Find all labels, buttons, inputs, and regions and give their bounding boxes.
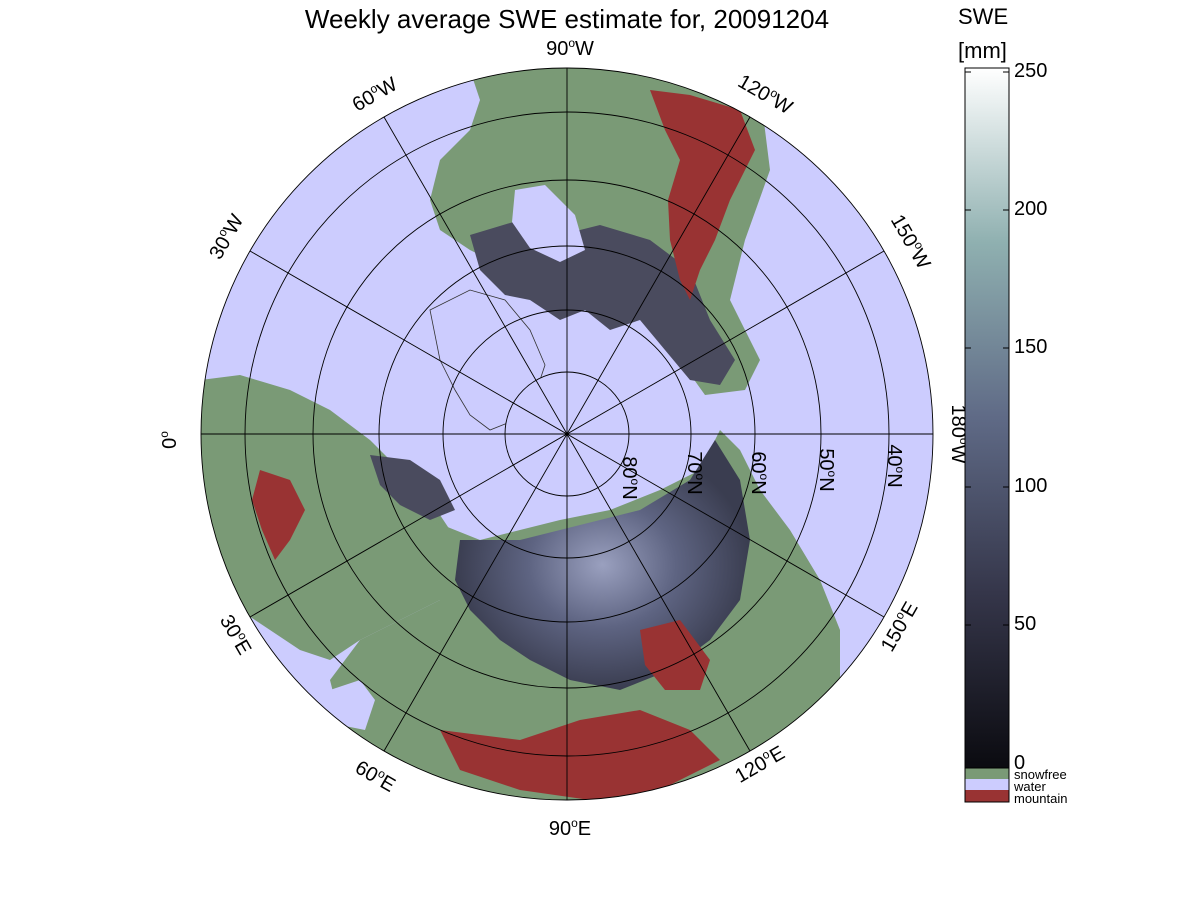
lon-label-30w: 30oW — [204, 210, 249, 264]
scandinavia-snow — [370, 455, 455, 520]
colorbar-tick-100: 100 — [1014, 475, 1048, 497]
colorbar-tick-150: 150 — [1014, 336, 1048, 358]
alps-mountains — [252, 470, 305, 560]
lat-label-50n: 50oN — [815, 448, 839, 491]
colorbar-tick-50: 50 — [1014, 613, 1037, 635]
lon-label-60w: 60oW — [348, 72, 402, 117]
lon-label-0: 0o — [157, 431, 181, 449]
latitude-labels: 80oN 70oN 60oN 50oN 40oN — [618, 444, 907, 499]
category-swatch-mountain — [965, 790, 1009, 802]
category-swatch-snowfree — [965, 768, 1009, 779]
colorbar-tick-0: 0 — [1014, 752, 1026, 774]
meridian-150w-30e — [249, 250, 885, 618]
rocky-mountains — [650, 90, 755, 300]
caspian-sea — [330, 680, 375, 730]
lat-label-40n: 40oN — [883, 444, 907, 487]
map-title: Weekly average SWE estimate for, 2009120… — [304, 4, 830, 34]
lat-label-60n: 60oN — [747, 451, 771, 494]
category-label-snowfree: snowfree — [1014, 767, 1067, 782]
lon-label-90e: 90oE — [549, 816, 591, 840]
lon-label-90w: 90oW — [546, 36, 594, 60]
colorbar-unit: [mm] — [958, 38, 1007, 63]
colorbar — [964, 67, 1010, 803]
lon-label-60e: 60oE — [351, 755, 400, 797]
colorbar-label: SWE — [958, 4, 1009, 29]
lon-label-180w: 180oW — [947, 405, 971, 464]
category-label-mountain: mountain — [1014, 791, 1068, 806]
category-swatch-water — [965, 779, 1009, 790]
lat-label-80n: 80oN — [618, 456, 642, 499]
category-label-water: water — [1014, 779, 1046, 794]
colorbar-gradient — [964, 67, 1010, 769]
east-asia-mountains — [640, 620, 710, 690]
tibet-mountains — [440, 710, 720, 800]
lon-label-150w: 150oW — [886, 210, 936, 273]
graticule — [200, 67, 934, 801]
europe-landmass — [201, 375, 470, 660]
colorbar-ticks — [965, 71, 1009, 626]
lon-label-120w: 120oW — [734, 69, 797, 119]
longitude-labels: 90oW 120oW 150oW 180oW 150oE 120oE 90oE … — [157, 36, 971, 840]
lat-label-70n: 70oN — [683, 451, 707, 494]
colorbar-tick-200: 200 — [1014, 198, 1048, 220]
north-america-snow — [470, 220, 735, 385]
colorbar-tick-250: 250 — [1014, 60, 1048, 82]
